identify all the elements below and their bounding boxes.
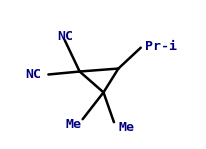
Text: Pr-i: Pr-i <box>145 40 176 53</box>
Text: Me: Me <box>65 118 81 131</box>
Text: Me: Me <box>118 121 134 134</box>
Text: NC: NC <box>25 68 41 81</box>
Text: NC: NC <box>57 30 73 43</box>
